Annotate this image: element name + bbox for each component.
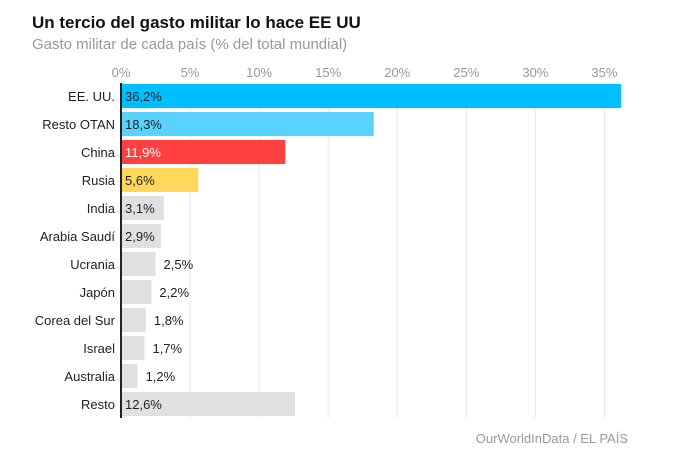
bar [121, 168, 199, 192]
bar [121, 84, 621, 108]
value-label: 5,6% [125, 173, 155, 188]
x-tick-label: 20% [384, 65, 410, 80]
category-label: Corea del Sur [35, 313, 116, 328]
bar [121, 280, 152, 304]
value-label: 1,2% [146, 369, 176, 384]
value-label: 12,6% [125, 397, 162, 412]
bar [121, 140, 286, 164]
value-label: 11,9% [125, 145, 161, 160]
value-label: 3,1% [125, 201, 155, 216]
value-label: 1,7% [152, 341, 182, 356]
value-label: 2,5% [164, 257, 194, 272]
category-label: China [81, 145, 116, 160]
bar [121, 336, 145, 360]
category-label: India [87, 201, 116, 216]
x-tick-label: 25% [453, 65, 479, 80]
category-label: Arabia Saudí [40, 229, 116, 244]
x-tick-label: 5% [181, 65, 200, 80]
value-label: 36,2% [125, 89, 162, 104]
category-label: Resto OTAN [42, 117, 115, 132]
source-note: OurWorldInData / EL PAÍS [475, 431, 628, 446]
category-label: EE. UU. [68, 89, 115, 104]
x-tick-label: 15% [315, 65, 341, 80]
category-label: Israel [83, 341, 115, 356]
bar [121, 308, 146, 332]
value-label: 2,9% [125, 229, 155, 244]
category-label: Australia [64, 369, 115, 384]
category-label: Japón [80, 285, 115, 300]
chart-subtitle: Gasto militar de cada país (% del total … [32, 36, 348, 53]
x-tick-label: 0% [112, 65, 131, 80]
bar [121, 392, 296, 416]
x-tick-label: 30% [522, 65, 548, 80]
category-label: Rusia [82, 173, 116, 188]
value-label: 2,2% [159, 285, 189, 300]
value-label: 1,8% [154, 313, 184, 328]
bar [121, 196, 164, 220]
bar [121, 364, 138, 388]
bar [121, 224, 162, 248]
category-label: Ucrania [70, 257, 116, 272]
category-label: Resto [81, 397, 115, 412]
x-tick-label: 35% [591, 65, 617, 80]
chart-title: Un tercio del gasto militar lo hace EE U… [32, 13, 361, 32]
bar [121, 112, 374, 136]
x-tick-label: 10% [246, 65, 272, 80]
bar [121, 252, 156, 276]
value-label: 18,3% [125, 117, 162, 132]
